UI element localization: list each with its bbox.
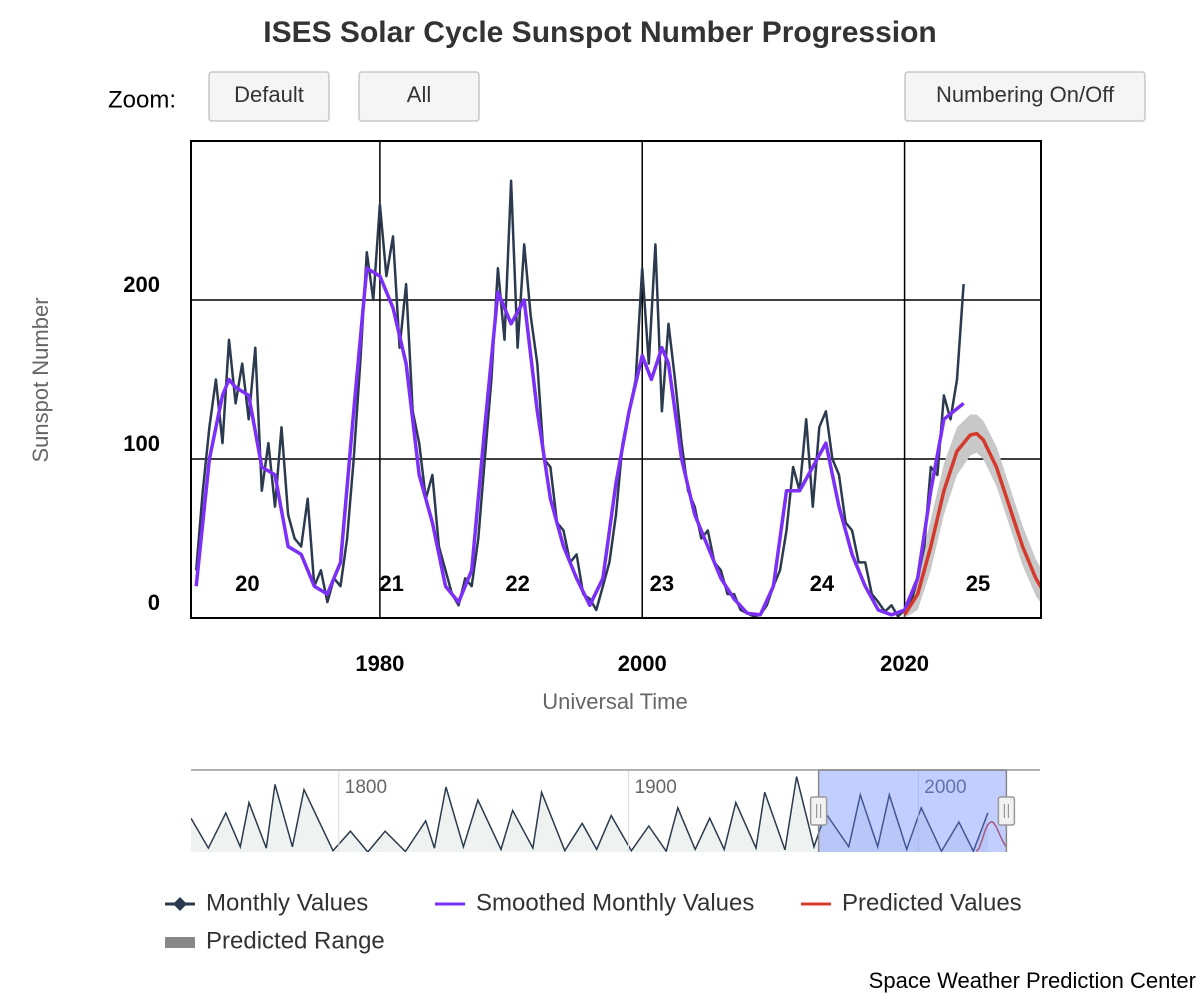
legend-swatch: [165, 937, 195, 948]
x-axis-title: Universal Time: [542, 689, 687, 714]
button-all[interactable]: All: [358, 71, 480, 122]
legend-item[interactable]: Predicted Range: [165, 927, 385, 954]
series-line: [903, 431, 1041, 616]
button-numbering[interactable]: Numbering On/Off: [904, 71, 1146, 122]
legend-label[interactable]: Smoothed Monthly Values: [476, 889, 754, 916]
legend-label[interactable]: Predicted Range: [206, 927, 385, 954]
y-axis-title: Sunspot Number: [28, 297, 53, 462]
button-label[interactable]: Numbering On/Off: [936, 82, 1115, 107]
y-tick-label: 100: [123, 431, 160, 456]
zoom-label: Zoom:: [108, 86, 176, 113]
cycle-number: 21: [379, 571, 403, 596]
navigator-line: [191, 776, 989, 852]
x-tick-label: 1980: [355, 651, 404, 676]
button-bg[interactable]: [358, 71, 480, 122]
cycle-number: 23: [650, 571, 674, 596]
legend-item[interactable]: Predicted Values: [801, 889, 1022, 916]
button-default[interactable]: Default: [208, 71, 330, 122]
navigator-tick-label: 1800: [345, 777, 387, 798]
button-bg[interactable]: [904, 71, 1146, 122]
y-tick-label: 200: [123, 272, 160, 297]
x-tick-label: 2000: [618, 651, 667, 676]
cycle-number: 22: [505, 571, 529, 596]
credit: Space Weather Prediction Center: [869, 968, 1196, 993]
navigator-selection[interactable]: [818, 770, 1007, 852]
chart-title: ISES Solar Cycle Sunspot Number Progress…: [263, 16, 937, 49]
legend-item[interactable]: Smoothed Monthly Values: [435, 889, 754, 916]
navigator-tick-label: 1900: [635, 777, 677, 798]
navigator-area: [191, 776, 988, 852]
navigator-plot: [191, 776, 1008, 852]
cycle-number: 25: [966, 571, 990, 596]
button-label[interactable]: All: [407, 82, 431, 107]
navigator-handle[interactable]: [809, 796, 828, 826]
cycle-number: 24: [810, 571, 835, 596]
series-layer: [194, 179, 1041, 618]
y-tick-label: 0: [148, 590, 160, 615]
navigator-tick-label: 2000: [924, 777, 966, 798]
series-line: [194, 179, 965, 618]
legend-item[interactable]: Monthly Values: [165, 889, 368, 916]
legend-marker: [173, 897, 187, 911]
navigator: 1800 1900 2000: [191, 769, 1040, 852]
button-bg[interactable]: [208, 71, 330, 122]
navigator-handle[interactable]: [997, 796, 1016, 826]
navigator-predicted-line: [975, 820, 1008, 852]
legend: Monthly Values Smoothed Monthly Values Pre…: [165, 889, 1022, 954]
x-tick-label: 2020: [880, 651, 929, 676]
cycle-number: 20: [235, 571, 259, 596]
series-line: [194, 266, 965, 617]
plot-border: [190, 140, 1042, 619]
legend-label[interactable]: Predicted Values: [842, 889, 1022, 916]
legend-label[interactable]: Monthly Values: [206, 889, 368, 916]
button-label[interactable]: Default: [234, 82, 304, 107]
